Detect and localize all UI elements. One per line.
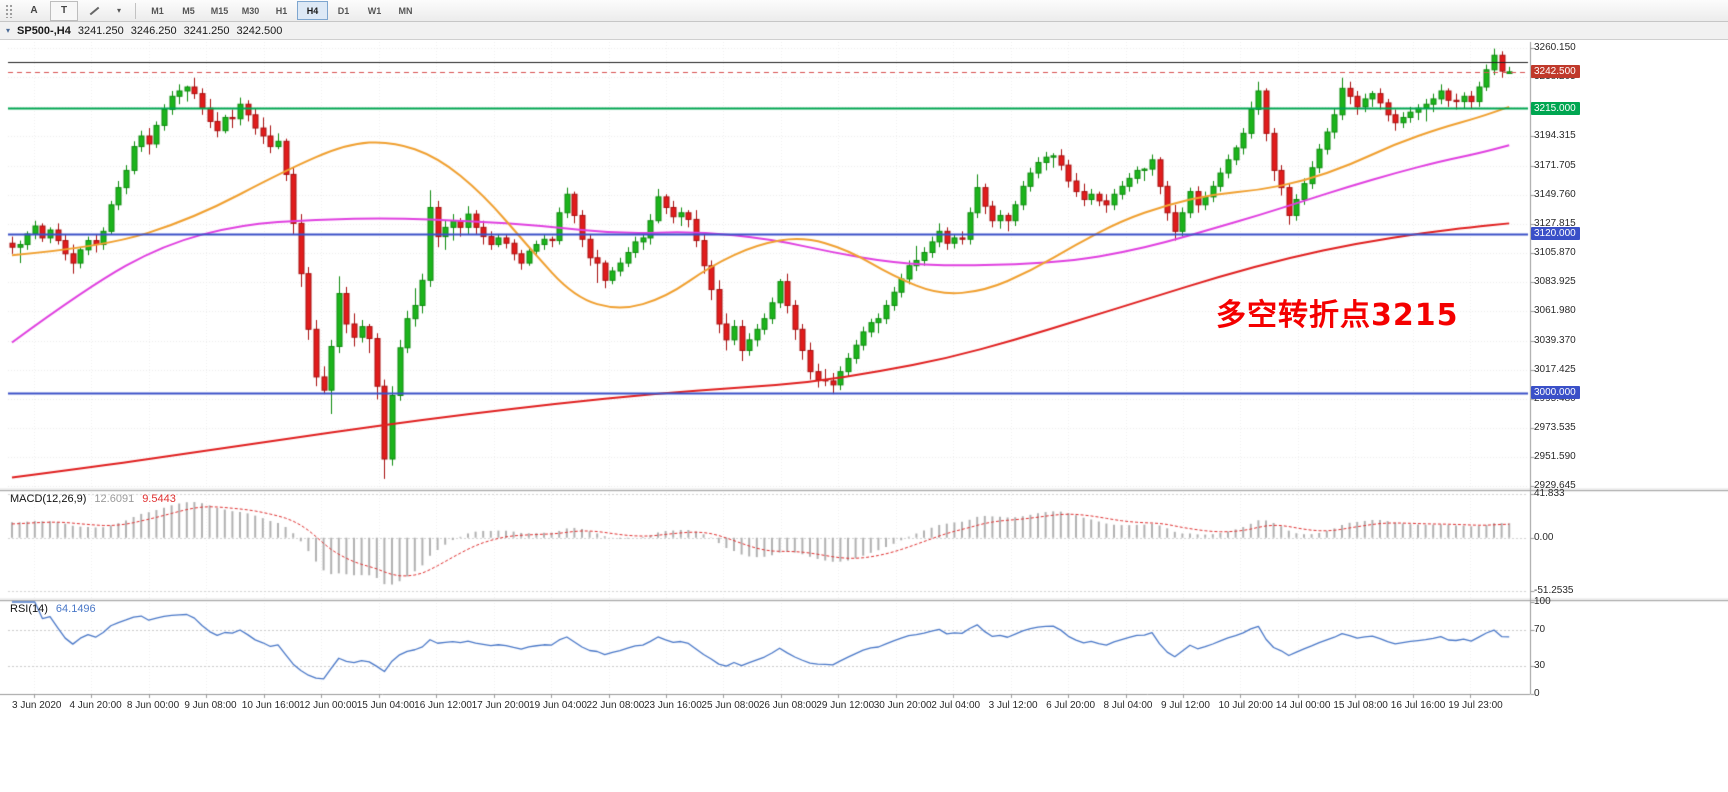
rsi-axis-label: 70 — [1534, 623, 1546, 635]
price-axis-label: 3017.425 — [1534, 363, 1576, 375]
price-axis-label: 3171.705 — [1534, 159, 1576, 171]
time-axis-label: 9 Jun 08:00 — [184, 700, 237, 711]
time-axis-label: 12 Jun 00:00 — [299, 700, 358, 711]
text-tool-button[interactable]: T — [50, 0, 78, 21]
rsi-title: RSI(14) — [10, 603, 48, 615]
price-axis-label: 3061.980 — [1534, 304, 1576, 316]
time-axis-label: 4 Jun 20:00 — [69, 700, 122, 711]
price-axis-label: 3149.760 — [1534, 188, 1576, 200]
time-axis-label: 15 Jul 08:00 — [1333, 700, 1388, 711]
chart-window-titlebar[interactable]: ▾ SP500-,H4 3241.250 3246.250 3241.250 3… — [0, 22, 1728, 40]
price-axis-label: 2929.645 — [1534, 479, 1576, 491]
timeframe-m1-button[interactable]: M1 — [151, 5, 164, 16]
time-axis-label: 19 Jul 23:00 — [1448, 700, 1503, 711]
time-axis-label: 9 Jul 12:00 — [1161, 700, 1210, 711]
price-axis-label: 2951.590 — [1534, 450, 1576, 462]
macd-signal-value: 9.5443 — [142, 493, 176, 505]
macd-axis-label: 0.00 — [1534, 531, 1554, 543]
timeframe-m5-button[interactable]: M5 — [182, 5, 195, 16]
toolbar: A T ▾ M1 M5 M15 M30 H1 H4 D1 W1 MN — [0, 0, 1728, 22]
chart-annotation: 多空转折点3215 — [1216, 298, 1459, 333]
timeframe-w1-button[interactable]: W1 — [367, 5, 382, 16]
time-axis-label: 6 Jul 20:00 — [1046, 700, 1096, 711]
time-axis-label: 8 Jun 00:00 — [126, 700, 180, 711]
ohlc-high: 3246.250 — [130, 24, 177, 37]
timeframe-h4-button[interactable]: H4 — [297, 1, 328, 20]
rsi-value: 64.1496 — [55, 603, 96, 615]
time-axis-label: 16 Jul 16:00 — [1390, 700, 1446, 711]
support-line-badge-3000: 3000.000 — [1531, 386, 1580, 400]
time-axis-label: 30 Jun 20:00 — [873, 700, 932, 711]
macd-title: MACD(12,26,9) — [10, 493, 87, 505]
time-axis-label: 10 Jun 16:00 — [241, 700, 300, 711]
price-axis-label: 3039.370 — [1534, 334, 1576, 346]
collapse-caret-icon[interactable]: ▾ — [6, 26, 11, 35]
time-axis-label: 17 Jun 20:00 — [471, 700, 530, 711]
support-line-badge-3120: 3120.000 — [1531, 227, 1580, 241]
time-axis-label: 16 Jun 12:00 — [414, 700, 472, 711]
trendline-tool-icon — [89, 6, 99, 15]
timeframe-m15-button[interactable]: M15 — [210, 5, 229, 16]
text-label-tool-button[interactable]: A — [30, 5, 38, 16]
resistance-line-badge-3215: 3215.000 — [1531, 101, 1580, 115]
time-axis-label: 22 Jun 08:00 — [586, 700, 645, 711]
timeframe-m30-button[interactable]: M30 — [241, 5, 260, 16]
ohlc-low: 3241.250 — [183, 24, 230, 37]
price-axis-label: 2973.535 — [1534, 421, 1576, 433]
toolbar-separator — [135, 2, 136, 19]
ohlc-close: 3242.500 — [236, 24, 283, 37]
macd-indicator-label: MACD(12,26,9) 12.6091 9.5443 — [10, 493, 176, 505]
price-axis-label: 3260.150 — [1534, 42, 1576, 54]
price-chart-canvas[interactable] — [0, 40, 1728, 716]
price-axis-label: 3105.870 — [1534, 246, 1576, 258]
chart-area[interactable]: 3260.1503238.2053216.2603194.3153171.705… — [0, 40, 1728, 792]
timeframe-h1-button[interactable]: H1 — [275, 5, 288, 16]
time-axis-label: 19 Jun 04:00 — [529, 700, 587, 711]
macd-main-value: 12.6091 — [94, 493, 135, 505]
time-axis-label: 10 Jul 20:00 — [1218, 700, 1273, 711]
ohlc-open: 3241.250 — [77, 24, 124, 37]
timeframe-buttons: M1 M5 M15 M30 H1 H4 D1 W1 MN — [142, 1, 421, 20]
rsi-indicator-label: RSI(14) 64.1496 — [10, 603, 96, 615]
time-axis-label: 29 Jun 12:00 — [816, 700, 875, 711]
timeframe-mn-button[interactable]: MN — [398, 5, 413, 16]
timeframe-d1-button[interactable]: D1 — [337, 5, 350, 16]
rsi-axis-label: 30 — [1534, 660, 1546, 672]
shapes-tool-button[interactable] — [80, 1, 108, 21]
toolbar-drag-handle[interactable] — [5, 3, 13, 18]
price-axis-label: 3083.925 — [1534, 275, 1576, 287]
macd-axis-label: -51.2535 — [1534, 584, 1574, 596]
time-axis-label: 23 Jun 16:00 — [643, 700, 702, 711]
time-axis-label: 3 Jun 2020 — [12, 700, 62, 711]
time-axis-label: 26 Jun 08:00 — [758, 700, 817, 711]
price-axis-label: 3194.315 — [1534, 129, 1576, 141]
time-axis-label: 25 Jun 08:00 — [701, 700, 760, 711]
price-axis-label: 3127.815 — [1534, 217, 1576, 229]
rsi-axis-label: 0 — [1534, 688, 1540, 699]
rsi-axis-label: 100 — [1534, 596, 1551, 607]
tools-dropdown-caret[interactable]: ▾ — [116, 6, 121, 15]
symbol-timeframe-label: SP500-,H4 — [17, 24, 71, 37]
time-axis-label: 15 Jun 04:00 — [356, 700, 415, 711]
current-price-badge: 3242.500 — [1531, 65, 1580, 79]
time-axis-label: 2 Jul 04:00 — [931, 700, 981, 711]
time-axis-label: 14 Jul 00:00 — [1275, 700, 1331, 711]
time-axis-label: 3 Jul 12:00 — [988, 700, 1038, 711]
macd-axis-label: 41.833 — [1534, 488, 1565, 500]
time-axis-label: 8 Jul 04:00 — [1103, 700, 1153, 711]
